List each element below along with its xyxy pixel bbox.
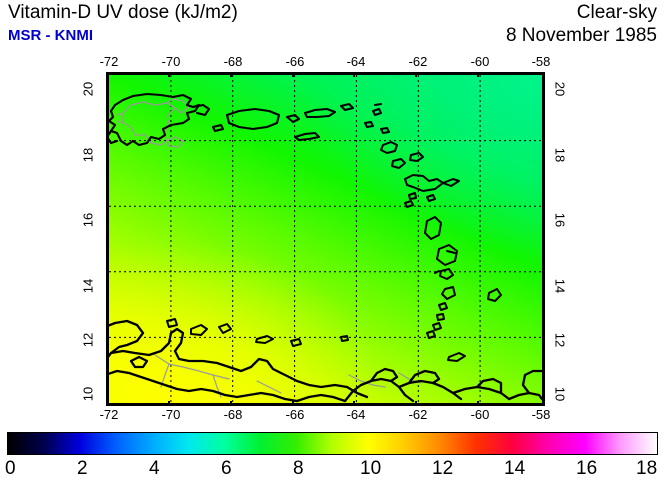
uv-dose-field (109, 75, 542, 403)
colorbar-gradient (7, 432, 658, 455)
ytick-left-14: 14 (80, 278, 96, 294)
tick-top-60 (477, 72, 479, 77)
ytick-left-10: 10 (80, 386, 96, 402)
ytick-right-18: 18 (552, 147, 568, 163)
ytick-right-14: 14 (552, 278, 568, 294)
cbtick-18: 18 (636, 458, 658, 479)
xtick-top-4: -64 (346, 54, 366, 69)
cbtick-16: 16 (576, 458, 598, 479)
xtick-top-7: -58 (531, 54, 551, 69)
xtick-top-2: -68 (223, 54, 243, 69)
map-plot-area (109, 75, 542, 403)
tick-bottom-70 (168, 401, 170, 406)
tick-top-70 (168, 72, 170, 77)
tick-bottom-64 (353, 401, 355, 406)
xtick-bottom-2: -68 (223, 407, 243, 422)
tick-bottom-60 (477, 401, 479, 406)
colorbar-tick-labels: 0 2 4 6 8 10 12 14 16 18 (0, 458, 665, 480)
coastline-overlay (109, 92, 542, 403)
ytick-right-16: 16 (552, 212, 568, 228)
ytick-right-10: 10 (552, 386, 568, 402)
tick-bottom-66 (292, 401, 294, 406)
tick-top-66 (292, 72, 294, 77)
source-label: MSR - KNMI (8, 27, 93, 44)
tick-top-64 (353, 72, 355, 77)
xtick-top-6: -60 (470, 54, 490, 69)
ytick-left-20: 20 (80, 81, 96, 97)
xtick-bottom-1: -70 (161, 407, 181, 422)
xtick-bottom-5: -62 (408, 407, 428, 422)
xtick-bottom-4: -64 (346, 407, 366, 422)
colorbar-section: 0 2 4 6 8 10 12 14 16 18 (0, 432, 665, 480)
xtick-top-5: -62 (408, 54, 428, 69)
xtick-top-0: -72 (99, 54, 119, 69)
date-label: 8 November 1985 (505, 25, 657, 46)
cbtick-14: 14 (504, 458, 526, 479)
xtick-bottom-7: -58 (531, 407, 551, 422)
xtick-bottom-6: -60 (470, 407, 490, 422)
tick-top-62 (415, 72, 417, 77)
cbtick-0: 0 (5, 458, 16, 479)
cbtick-10: 10 (360, 458, 382, 479)
header: Vitamin-D UV dose (kJ/m2) MSR - KNMI Cle… (0, 0, 665, 50)
ytick-left-18: 18 (80, 147, 96, 163)
xtick-bottom-0: -72 (99, 407, 119, 422)
map-plot-frame (106, 72, 545, 406)
cbtick-8: 8 (293, 458, 304, 479)
cbtick-2: 2 (77, 458, 88, 479)
ytick-left-16: 16 (80, 212, 96, 228)
cbtick-6: 6 (221, 458, 232, 479)
lat-lon-gridlines (109, 75, 542, 403)
tick-bottom-62 (415, 401, 417, 406)
xtick-bottom-3: -66 (285, 407, 305, 422)
ytick-left-12: 12 (80, 332, 96, 348)
ytick-right-20: 20 (552, 81, 568, 97)
ytick-right-12: 12 (552, 332, 568, 348)
xtick-top-3: -66 (285, 54, 305, 69)
tick-bottom-68 (230, 401, 232, 406)
condition-label: Clear-sky (576, 2, 657, 23)
page-title: Vitamin-D UV dose (kJ/m2) (8, 2, 238, 23)
cbtick-4: 4 (149, 458, 160, 479)
xtick-top-1: -70 (161, 54, 181, 69)
cbtick-12: 12 (432, 458, 454, 479)
tick-top-68 (230, 72, 232, 77)
